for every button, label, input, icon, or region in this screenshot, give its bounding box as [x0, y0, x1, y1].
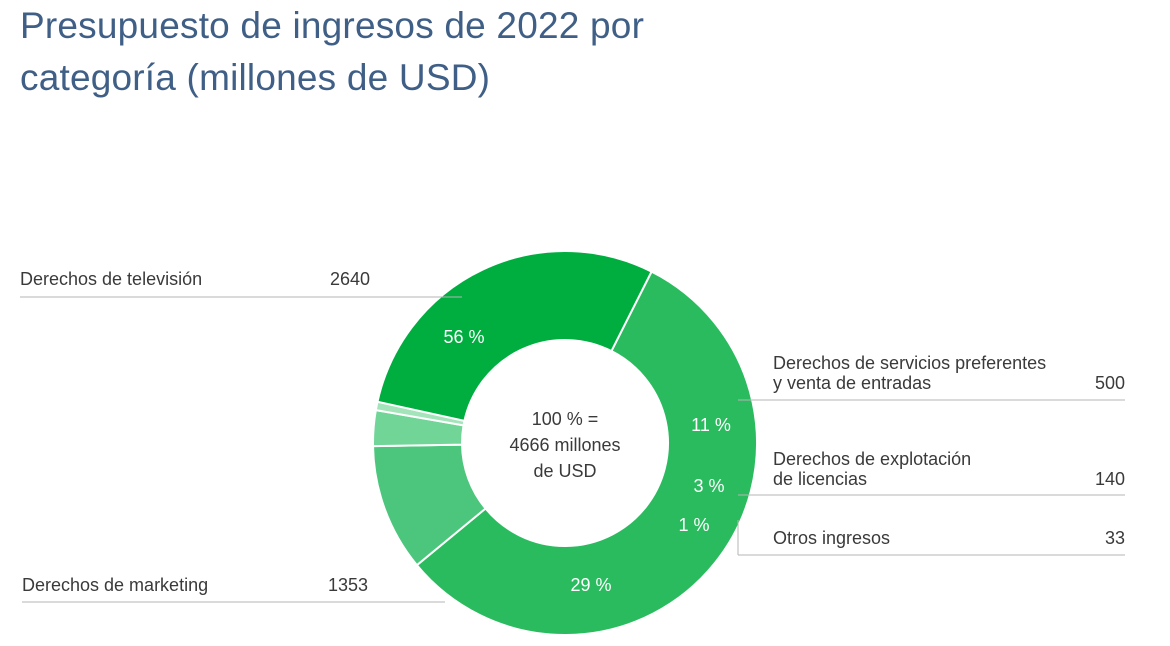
chart-title-line-2: categoría (millones de USD) — [20, 57, 491, 98]
category-label-derechos-de-marketing: Derechos de marketing — [22, 575, 208, 595]
category-label-derechos-de-servicios-preferentes-y-venta-de-entradas-line-2: y venta de entradas — [773, 373, 931, 393]
category-label-derechos-de-explotacion-de-licencias-line-1: Derechos de explotación — [773, 449, 971, 469]
category-label-derechos-de-servicios-preferentes-y-venta-de-entradas-line-1: Derechos de servicios preferentes — [773, 353, 1046, 373]
category-label-otros-ingresos: Otros ingresos — [773, 528, 890, 548]
chart-title-line-1: Presupuesto de ingresos de 2022 por — [20, 5, 645, 46]
percent-label-derechos-de-servicios-preferentes-y-venta-de-entradas: 11 % — [691, 415, 731, 435]
percent-label-otros-ingresos: 1 % — [678, 515, 709, 535]
chart-title: Presupuesto de ingresos de 2022 por cate… — [20, 0, 920, 104]
percent-label-derechos-de-marketing: 29 % — [570, 575, 611, 595]
slice-derechos-de-television — [415, 270, 758, 636]
percent-label-derechos-de-explotacion-de-licencias: 3 % — [693, 476, 724, 496]
value-label-derechos-de-servicios-preferentes-y-venta-de-entradas: 500 — [1095, 373, 1125, 393]
category-label-derechos-de-television: Derechos de televisión — [20, 269, 202, 289]
value-label-otros-ingresos: 33 — [1105, 528, 1125, 548]
category-label-derechos-de-explotacion-de-licencias-line-2: de licencias — [773, 469, 867, 489]
value-label-derechos-de-marketing: 1353 — [328, 575, 368, 595]
value-label-derechos-de-television: 2640 — [330, 269, 370, 289]
center-label-line-2: 4666 millones — [509, 435, 620, 455]
center-label-line-1: 100 % = — [532, 409, 599, 429]
value-label-derechos-de-explotacion-de-licencias: 140 — [1095, 469, 1125, 489]
percent-label-derechos-de-television: 56 % — [443, 327, 484, 347]
center-label-line-3: de USD — [533, 461, 596, 481]
slice-derechos-de-marketing — [376, 250, 653, 423]
